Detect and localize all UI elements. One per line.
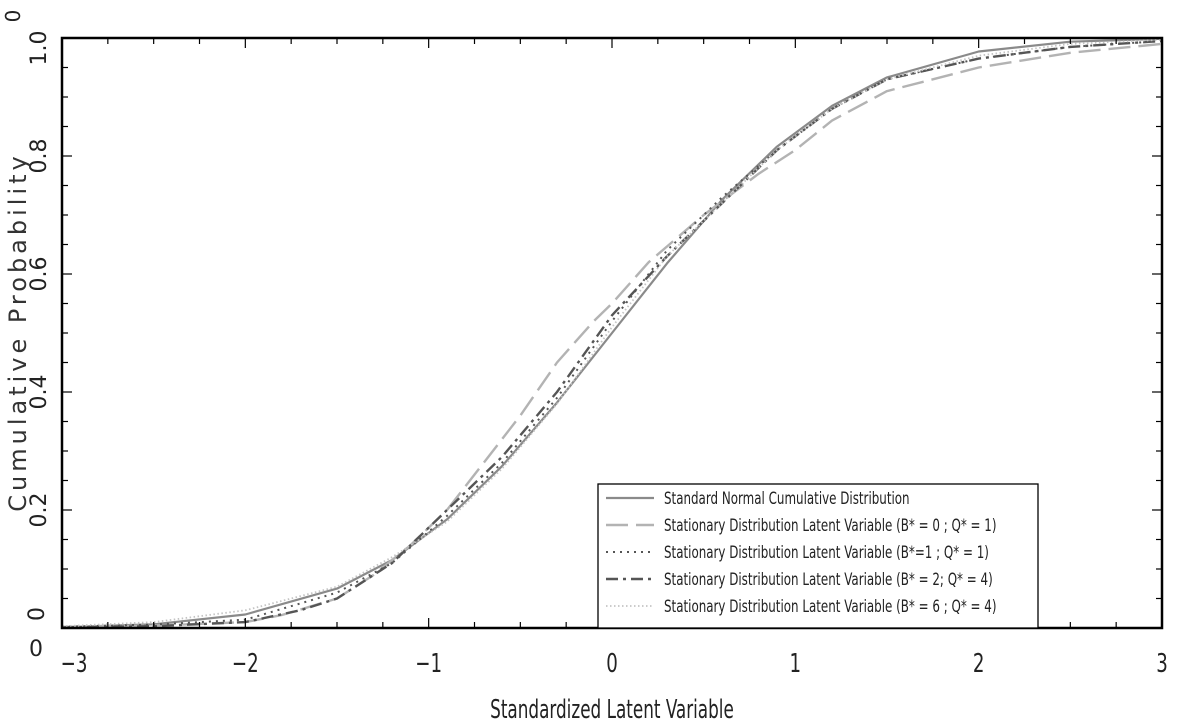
legend-label-4: Stationary Distribution Latent Variable …	[664, 570, 993, 590]
series-line-4	[61, 39, 1163, 629]
series-group	[61, 37, 1163, 629]
y-tick-label: 0.4	[27, 375, 52, 410]
x-tick-label: 0	[606, 649, 618, 679]
x-tick-label: −3	[61, 649, 88, 679]
legend: Standard Normal Cumulative Distribution S…	[597, 483, 1039, 629]
x-tick-label: −2	[232, 649, 259, 679]
y-tick-label: 1.0	[27, 31, 52, 66]
series-line-1	[61, 37, 1163, 629]
origin-label-x: 0	[29, 637, 43, 662]
x-tick-label: 3	[1156, 649, 1168, 679]
x-tick-label: 1	[790, 649, 802, 679]
legend-box	[597, 483, 1039, 629]
x-tick-label: −1	[415, 649, 442, 679]
x-axis-title: Standardized Latent Variable	[490, 695, 734, 725]
x-tick-label: 2	[973, 649, 985, 679]
legend-label-2: Stationary Distribution Latent Variable …	[664, 516, 997, 536]
legend-label-1: Standard Normal Cumulative Distribution	[664, 489, 910, 509]
legend-label-5: Stationary Distribution Latent Variable …	[664, 597, 997, 617]
legend-label-3: Stationary Distribution Latent Variable …	[664, 543, 989, 563]
y-tick-label: 0.6	[27, 257, 52, 292]
y-tick-label: 0.8	[27, 139, 52, 174]
y-axis-title: Cumulative Probability	[4, 152, 32, 511]
y-axis-top-label: 0	[1, 10, 25, 23]
y-tick-label: 0.2	[27, 493, 52, 528]
series-line-2	[61, 42, 1163, 628]
y-tick-label: 0	[25, 607, 50, 621]
